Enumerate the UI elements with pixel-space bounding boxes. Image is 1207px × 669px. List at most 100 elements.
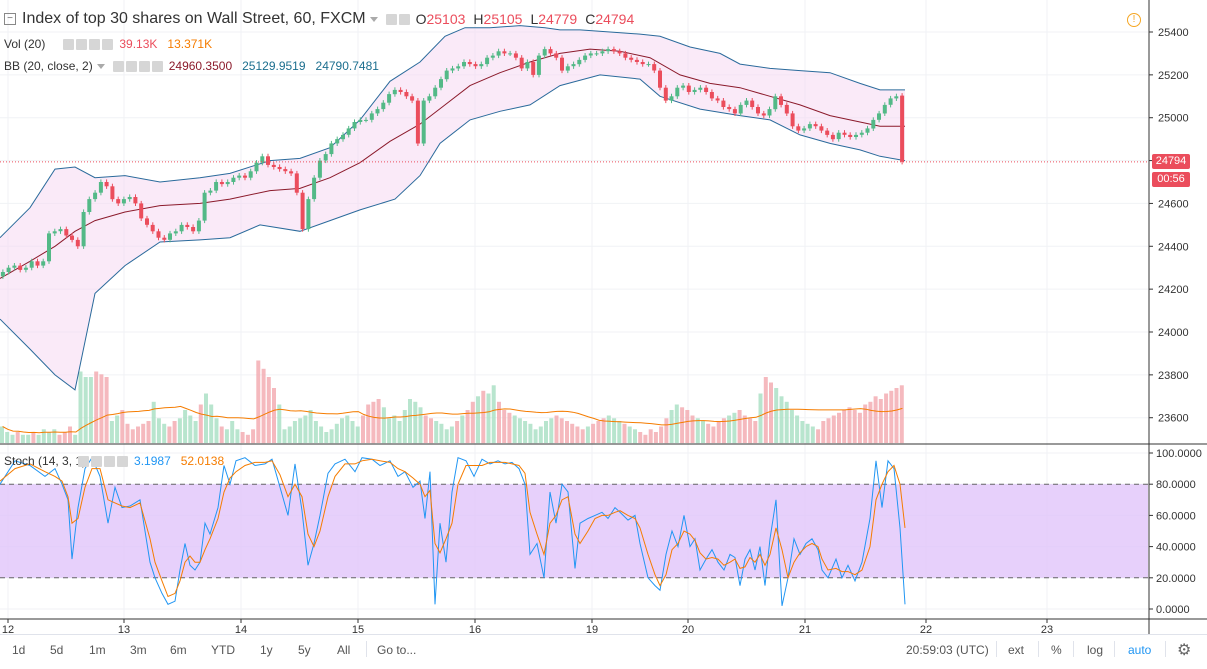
vol-controls[interactable] bbox=[63, 38, 114, 50]
volume-bar bbox=[371, 401, 376, 444]
volume-bar bbox=[727, 415, 732, 443]
bb-controls[interactable] bbox=[112, 60, 163, 72]
candle-body bbox=[398, 89, 403, 92]
candle-body bbox=[341, 134, 345, 140]
candles bbox=[0, 46, 905, 279]
add-icon[interactable] bbox=[104, 455, 116, 467]
settings-icon[interactable] bbox=[91, 455, 103, 467]
candle-body bbox=[156, 231, 161, 238]
volume-bar bbox=[737, 410, 742, 443]
volume-bar bbox=[47, 432, 52, 443]
auto-toggle[interactable]: auto bbox=[1128, 643, 1152, 657]
range-button-ytd[interactable]: YTD bbox=[211, 643, 235, 657]
close-icon[interactable] bbox=[102, 38, 114, 50]
eye-icon[interactable] bbox=[78, 455, 90, 467]
symbol-legend[interactable]: − Index of top 30 shares on Wall Street,… bbox=[0, 10, 634, 28]
volume-bar bbox=[334, 423, 339, 444]
volume-bar bbox=[549, 418, 554, 444]
volume-bar bbox=[721, 418, 726, 444]
volume-bar bbox=[340, 418, 344, 444]
add-icon[interactable] bbox=[89, 38, 101, 50]
volume-bar bbox=[742, 415, 747, 443]
add-icon[interactable] bbox=[138, 60, 150, 72]
volume-bar bbox=[863, 404, 868, 443]
range-button-1d[interactable]: 1d bbox=[12, 643, 26, 657]
volume-bar bbox=[387, 418, 392, 444]
range-button-all[interactable]: All bbox=[337, 643, 351, 657]
volume-bar bbox=[758, 393, 763, 443]
symbol-dropdown-icon[interactable] bbox=[369, 16, 378, 22]
bb-dropdown-icon[interactable] bbox=[96, 63, 105, 69]
candle-body bbox=[64, 229, 69, 236]
close-icon[interactable] bbox=[151, 60, 163, 72]
price-tick-label: 25200 bbox=[1158, 70, 1189, 82]
settings-icon[interactable] bbox=[125, 60, 137, 72]
volume-bar bbox=[240, 432, 245, 443]
symbol-controls[interactable] bbox=[385, 13, 410, 25]
eye-icon[interactable] bbox=[385, 13, 397, 25]
settings-icon[interactable] bbox=[398, 13, 410, 25]
bb-legend[interactable]: BB (20, close, 2) 24960.3500 25129.9519 … bbox=[0, 59, 389, 73]
stoch-tick-label: 100.0000 bbox=[1156, 448, 1202, 460]
candle-body bbox=[634, 59, 639, 62]
close-icon[interactable] bbox=[117, 455, 129, 467]
volume-bar bbox=[36, 434, 41, 444]
volume-bar bbox=[172, 421, 177, 443]
vol-value: 39.13K bbox=[119, 37, 158, 51]
ohlc-l-value: 24779 bbox=[538, 11, 578, 27]
range-button-6m[interactable]: 6m bbox=[170, 643, 187, 657]
volume-bar bbox=[313, 421, 318, 443]
range-button-1m[interactable]: 1m bbox=[89, 643, 106, 657]
candle-body bbox=[848, 134, 853, 137]
volume-bar bbox=[57, 434, 62, 444]
divider bbox=[366, 641, 367, 657]
candle-body bbox=[629, 57, 634, 60]
candle-body bbox=[531, 62, 536, 75]
settings-icon[interactable] bbox=[76, 38, 88, 50]
candle-body bbox=[686, 85, 691, 92]
price-tick-label: 25000 bbox=[1158, 113, 1189, 125]
goto-button[interactable]: Go to... bbox=[377, 643, 417, 657]
volume-bar bbox=[894, 388, 899, 443]
ext-toggle[interactable]: ext bbox=[1008, 643, 1025, 657]
volume-bar bbox=[559, 418, 564, 444]
range-button-1y[interactable]: 1y bbox=[260, 643, 273, 657]
collapse-icon[interactable]: − bbox=[4, 13, 16, 25]
candle-body bbox=[669, 96, 674, 101]
candle-body bbox=[807, 124, 812, 129]
bb-upper-value: 25129.9519 bbox=[242, 59, 306, 73]
range-button-3m[interactable]: 3m bbox=[130, 643, 147, 657]
stoch-legend[interactable]: Stoch (14, 3, 1) 3.1987 52.0138 bbox=[0, 454, 234, 468]
range-button-5y[interactable]: 5y bbox=[298, 643, 311, 657]
candle-body bbox=[692, 89, 697, 92]
percent-toggle[interactable]: % bbox=[1051, 643, 1062, 657]
volume-bar bbox=[83, 377, 88, 443]
gear-icon[interactable]: ⚙ bbox=[1177, 642, 1192, 659]
volume-ma-line bbox=[2, 405, 903, 434]
eye-icon[interactable] bbox=[112, 60, 124, 72]
candle-body bbox=[675, 87, 680, 97]
volume-bar bbox=[99, 374, 104, 444]
vol-legend[interactable]: Vol (20) 39.13K 13.371K bbox=[0, 37, 222, 51]
candle-body bbox=[761, 113, 766, 116]
stoch-controls[interactable] bbox=[78, 455, 129, 467]
candle-body bbox=[75, 239, 80, 247]
volume-bar bbox=[784, 401, 789, 444]
stoch-d-value: 52.0138 bbox=[180, 454, 225, 468]
eye-icon[interactable] bbox=[63, 38, 75, 50]
volume-bar bbox=[449, 426, 454, 443]
candle-body bbox=[121, 199, 126, 204]
candle-body bbox=[536, 55, 541, 75]
candle-body bbox=[681, 85, 686, 88]
candle-body bbox=[145, 218, 149, 225]
alert-icon[interactable]: ! bbox=[1127, 13, 1141, 27]
volume-bar bbox=[214, 418, 219, 444]
log-toggle[interactable]: log bbox=[1087, 643, 1104, 657]
volume-bar bbox=[606, 415, 611, 443]
bb-basis-value: 24960.3500 bbox=[168, 59, 233, 73]
range-button-5d[interactable]: 5d bbox=[50, 643, 64, 657]
volume-bar bbox=[15, 432, 20, 443]
price-axis-labels: 2540025200250002480024600244002420024000… bbox=[1149, 27, 1189, 425]
volume-bar bbox=[732, 412, 737, 444]
